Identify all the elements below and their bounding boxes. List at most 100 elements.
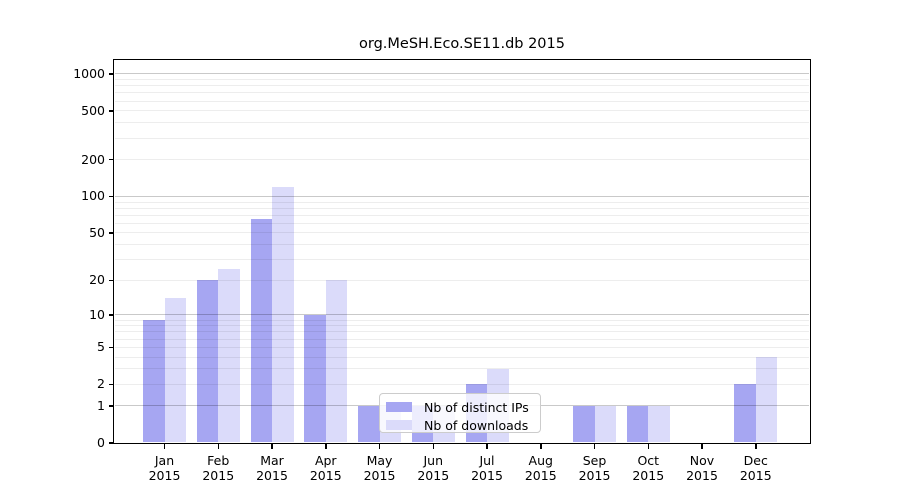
legend-item-downloads: Nb of downloads <box>386 417 529 433</box>
gridline-400 <box>115 122 809 124</box>
y-tick-mark-500 <box>109 110 114 112</box>
y-tick-mark-5 <box>109 346 114 349</box>
x-tick-mark-dec <box>755 443 757 449</box>
x-tick-label-aug: Aug 2015 <box>509 453 573 483</box>
gridline-9 <box>115 319 809 321</box>
y-tick-label-5: 5 <box>97 339 105 355</box>
legend-item-distinct-ips: Nb of distinct IPs <box>386 400 529 415</box>
x-tick-year: 2015 <box>417 468 450 483</box>
x-tick-month: Sep <box>582 453 607 468</box>
y-tick-label-100: 100 <box>81 188 105 204</box>
x-tick-month: May <box>366 453 393 468</box>
gridline-500 <box>115 110 809 112</box>
x-tick-month: Nov <box>689 453 715 468</box>
x-tick-mark-apr <box>325 443 327 449</box>
gridline-5 <box>115 346 809 348</box>
x-tick-label-jul: Jul 2015 <box>455 453 519 483</box>
y-tick-mark-50 <box>109 232 114 234</box>
bar-downloads-dec <box>755 357 778 443</box>
gridline-700 <box>115 92 809 94</box>
bar-downloads-jan <box>164 298 186 443</box>
x-tick-mark-feb <box>217 443 219 449</box>
gridline-90 <box>115 201 809 203</box>
x-tick-label-sep: Sep 2015 <box>563 453 627 483</box>
x-tick-year: 2015 <box>471 468 503 483</box>
x-tick-month: Apr <box>314 453 337 468</box>
x-tick-month: Dec <box>743 453 768 468</box>
x-tick-mark-jul <box>486 443 488 449</box>
chart-title: org.MeSH.Eco.SE11.db 2015 <box>359 36 565 52</box>
y-tick-label-0: 0 <box>97 435 105 450</box>
x-tick-mark-sep <box>593 443 596 449</box>
bar-downloads-mar <box>272 186 294 443</box>
bar-distinct_ips-sep <box>573 405 595 443</box>
x-tick-label-mar: Mar 2015 <box>240 453 304 483</box>
gridline-50 <box>115 232 809 234</box>
y-tick-mark-1 <box>109 405 114 407</box>
bar-downloads-feb <box>218 268 240 443</box>
y-tick-mark-1000 <box>109 73 114 75</box>
x-tick-year: 2015 <box>524 468 557 483</box>
x-tick-mark-mar <box>271 443 273 449</box>
y-tick-mark-20 <box>109 279 114 282</box>
y-tick-label-20: 20 <box>89 272 105 288</box>
bar-distinct_ips-mar <box>250 219 272 443</box>
x-tick-year: 2015 <box>686 468 718 483</box>
downloads-swatch-icon <box>386 420 412 430</box>
bar-distinct_ips-jan <box>143 320 165 443</box>
x-tick-month: Aug <box>528 453 553 468</box>
bar-downloads-oct <box>648 405 670 443</box>
x-tick-year: 2015 <box>578 468 611 483</box>
gridline-40 <box>115 244 809 246</box>
x-tick-mark-oct <box>647 443 649 449</box>
y-tick-label-1000: 1000 <box>73 65 105 81</box>
gridline-7 <box>115 331 809 333</box>
gridline-80 <box>115 207 809 209</box>
y-tick-label-2: 2 <box>97 376 105 392</box>
y-tick-label-10: 10 <box>89 306 105 322</box>
gridline-20 <box>115 279 809 281</box>
y-tick-label-500: 500 <box>81 102 105 118</box>
bar-distinct_ips-may <box>358 405 380 443</box>
x-tick-label-dec: Dec 2015 <box>724 453 788 483</box>
y-tick-mark-2 <box>109 383 114 386</box>
gridline-300 <box>115 137 809 139</box>
x-tick-year: 2015 <box>632 468 665 483</box>
gridline-4 <box>115 356 809 358</box>
x-tick-label-oct: Oct 2015 <box>616 453 680 483</box>
bar-distinct_ips-oct <box>626 405 649 443</box>
y-tick-mark-0 <box>109 442 114 444</box>
y-tick-mark-10 <box>109 314 114 316</box>
gridline-900 <box>115 79 809 81</box>
x-tick-month: Jan <box>154 453 175 468</box>
x-tick-year: 2015 <box>363 468 396 483</box>
gridline-800 <box>115 85 809 87</box>
x-tick-month: Jun <box>423 453 444 468</box>
gridline-60 <box>115 222 809 224</box>
x-tick-year: 2015 <box>256 468 288 483</box>
x-tick-year: 2015 <box>202 468 235 483</box>
gridline-2 <box>115 383 809 385</box>
y-tick-label-200: 200 <box>81 151 105 167</box>
gridline-1000 <box>115 73 809 75</box>
bar-downloads-sep <box>594 405 616 443</box>
x-tick-year: 2015 <box>148 468 181 483</box>
x-tick-label-jun: Jun 2015 <box>401 453 465 483</box>
x-tick-label-feb: Feb 2015 <box>186 453 250 483</box>
bar-distinct_ips-dec <box>734 384 756 443</box>
x-tick-year: 2015 <box>309 468 342 483</box>
x-tick-mark-may <box>378 443 381 449</box>
x-tick-mark-nov <box>701 443 703 449</box>
gridline-10 <box>115 314 809 316</box>
legend-label-downloads: Nb of downloads <box>424 417 529 433</box>
x-tick-month: Jul <box>479 453 495 468</box>
y-tick-mark-100 <box>109 195 114 198</box>
x-tick-label-may: May 2015 <box>348 453 412 483</box>
gridline-600 <box>115 100 809 102</box>
gridline-30 <box>115 259 809 261</box>
gridline-200 <box>115 159 809 161</box>
gridline-3 <box>115 368 809 370</box>
gridline-70 <box>115 214 809 216</box>
y-tick-mark-200 <box>109 158 114 161</box>
